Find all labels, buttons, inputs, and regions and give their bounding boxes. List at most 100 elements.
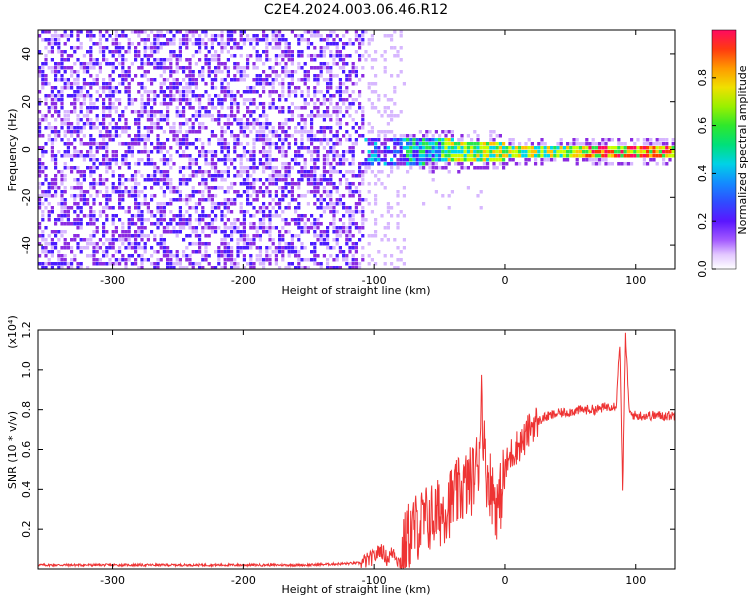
spectrogram-cell (150, 50, 154, 54)
spectrogram-cell (329, 190, 333, 194)
spectrogram-cell (50, 142, 54, 146)
spectrogram-cell (79, 86, 83, 90)
spectrogram-cell (383, 34, 387, 38)
spectrogram-cell (482, 154, 486, 158)
spectrogram-cell (54, 166, 58, 170)
spectrogram-cell (290, 134, 294, 138)
spectrogram-x-tick-label: -300 (100, 274, 125, 287)
spectrogram-cell (204, 198, 208, 202)
spectrogram-cell (287, 42, 291, 46)
spectrogram-cell (60, 194, 64, 198)
spectrogram-cell (38, 134, 42, 138)
spectrogram-cell (246, 74, 250, 78)
spectrogram-cell (98, 210, 102, 214)
spectrogram-cell (287, 206, 291, 210)
spectrogram-cell (223, 206, 227, 210)
spectrogram-cell (361, 66, 365, 70)
spectrogram-cell (322, 170, 326, 174)
spectrogram-cell (354, 70, 358, 74)
spectrogram-cell (79, 218, 83, 222)
spectrogram-cell (374, 50, 378, 54)
spectrogram-cell (105, 230, 109, 234)
spectrogram-cell (223, 130, 227, 134)
spectrogram-cell (492, 154, 496, 158)
spectrogram-cell (242, 246, 246, 250)
spectrogram-cell (175, 114, 179, 118)
spectrogram-cell (370, 38, 374, 42)
spectrogram-cell (326, 82, 330, 86)
spectrogram-cell (102, 82, 106, 86)
spectrogram-cell (242, 126, 246, 130)
spectrogram-cell (374, 74, 378, 78)
spectrogram-cell (150, 90, 154, 94)
spectrogram-cell (111, 50, 115, 54)
spectrogram-cell (73, 222, 77, 226)
spectrogram-cell (614, 154, 618, 158)
spectrogram-cell (329, 210, 333, 214)
spectrogram-cell (402, 186, 406, 190)
spectrogram-cell (66, 262, 70, 266)
spectrogram-cell (114, 42, 118, 46)
spectrogram-cell (178, 214, 182, 218)
spectrogram-cell (290, 250, 294, 254)
spectrogram-cell (223, 154, 227, 158)
spectrogram-cell (338, 106, 342, 110)
spectrogram-cell (540, 142, 544, 146)
spectrogram-cell (60, 78, 64, 82)
spectrogram-cell (79, 174, 83, 178)
spectrogram-cell (386, 106, 390, 110)
spectrogram-cell (57, 62, 61, 66)
spectrogram-cell (124, 230, 128, 234)
spectrogram-cell (316, 238, 320, 242)
spectrogram-cell (495, 158, 499, 162)
spectrogram-cell (431, 142, 435, 146)
spectrogram-cell (274, 38, 278, 42)
spectrogram-cell (38, 170, 42, 174)
spectrogram-cell (38, 102, 42, 106)
spectrogram-cell (57, 130, 61, 134)
spectrogram-cell (278, 62, 282, 66)
spectrogram-cell (201, 198, 205, 202)
spectrogram-cell (498, 154, 502, 158)
spectrogram-cell (89, 186, 93, 190)
spectrogram-cell (287, 250, 291, 254)
spectrogram-cell (482, 166, 486, 170)
spectrogram-cell (169, 254, 173, 258)
spectrogram-cell (338, 50, 342, 54)
spectrogram-cell (156, 266, 160, 269)
spectrogram-cell (201, 150, 205, 154)
spectrogram-cell (306, 190, 310, 194)
spectrogram-cell (118, 126, 122, 130)
spectrogram-cell (73, 166, 77, 170)
spectrogram-cell (662, 138, 666, 142)
spectrogram-cell (268, 174, 272, 178)
spectrogram-cell (322, 242, 326, 246)
spectrogram-cell (204, 58, 208, 62)
spectrogram-cell (310, 122, 314, 126)
spectrogram-cell (454, 150, 458, 154)
spectrogram-cell (150, 30, 154, 34)
spectrogram-cell (306, 78, 310, 82)
spectrogram-cell (639, 154, 643, 158)
spectrogram-cell (252, 146, 256, 150)
spectrogram-cell (268, 82, 272, 86)
spectrogram-cell (294, 158, 298, 162)
snr-y-tick-label: 0.6 (20, 441, 33, 459)
spectrogram-cell (185, 254, 189, 258)
spectrogram-cell (169, 94, 173, 98)
spectrogram-cell (95, 142, 99, 146)
spectrogram-cell (399, 142, 403, 146)
spectrogram-cell (476, 194, 480, 198)
spectrogram-cell (297, 146, 301, 150)
spectrogram-cell (281, 174, 285, 178)
spectrogram-cell (278, 206, 282, 210)
spectrogram-cell (230, 38, 234, 42)
spectrogram-cell (249, 262, 253, 266)
spectrogram-cell (594, 158, 598, 162)
spectrogram-cell (649, 150, 653, 154)
spectrogram-cell (319, 174, 323, 178)
spectrogram-cell (73, 234, 77, 238)
spectrogram-cell (214, 218, 218, 222)
spectrogram-cell (393, 90, 397, 94)
spectrogram-cell (105, 186, 109, 190)
